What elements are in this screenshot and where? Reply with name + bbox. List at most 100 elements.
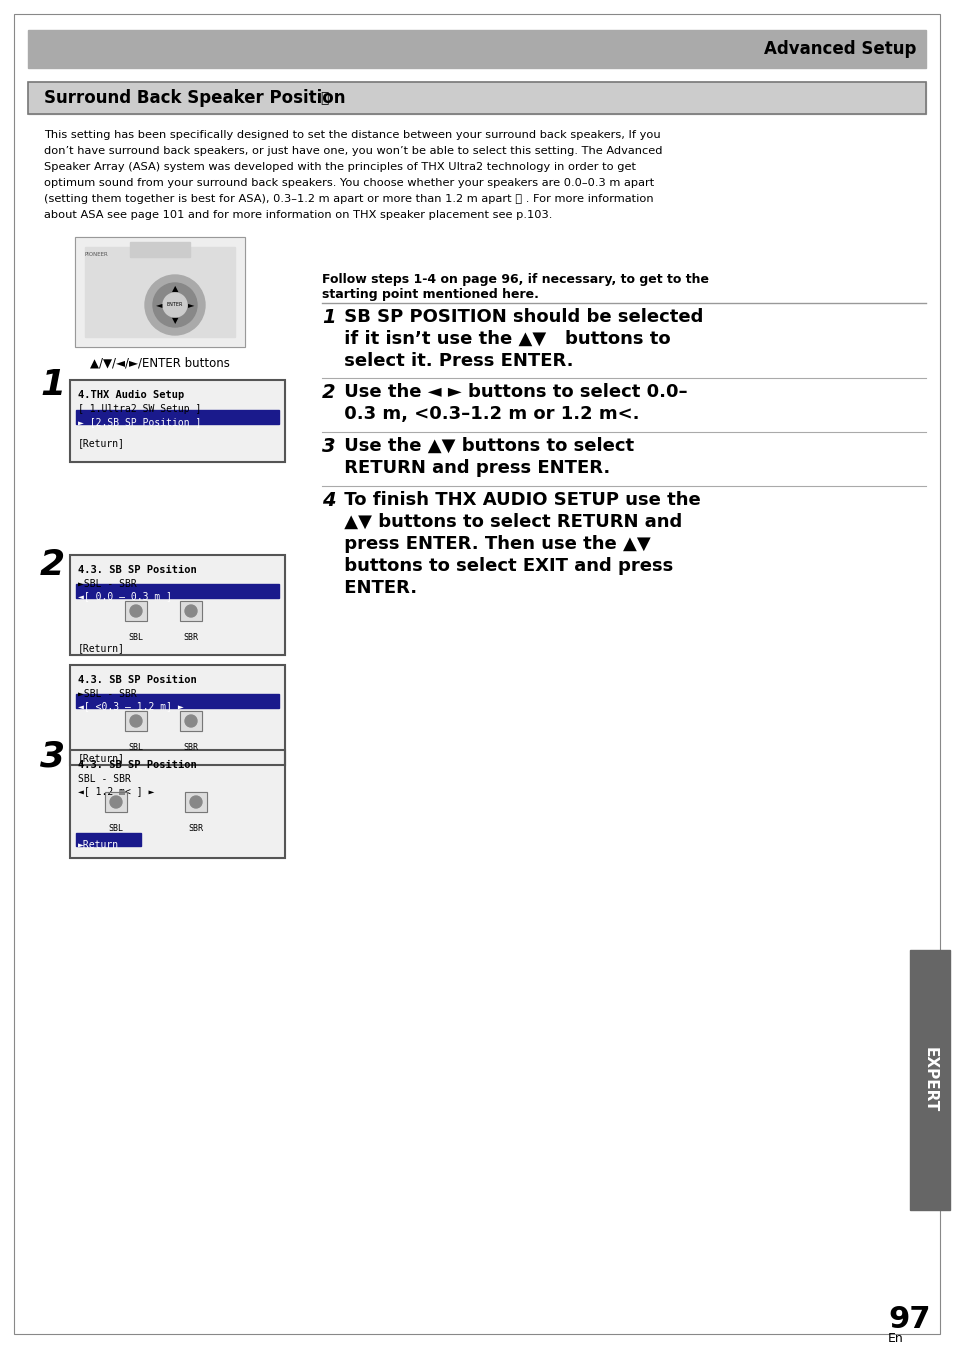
Circle shape [130, 714, 142, 727]
Text: 4: 4 [322, 491, 335, 510]
Text: Speaker Array (ASA) system was developed with the principles of THX Ultra2 techn: Speaker Array (ASA) system was developed… [44, 162, 636, 173]
Circle shape [145, 275, 205, 336]
Circle shape [190, 797, 202, 807]
Text: [Return]: [Return] [78, 438, 125, 448]
Text: ◄: ◄ [155, 301, 162, 310]
Text: 4.THX Audio Setup: 4.THX Audio Setup [78, 390, 184, 400]
Text: ENTER.: ENTER. [337, 580, 416, 597]
Bar [76, 694, 278, 708]
Text: ⓔ: ⓔ [319, 92, 328, 105]
Text: buttons to select EXIT and press: buttons to select EXIT and press [337, 557, 673, 576]
Bar [185, 793, 207, 811]
Text: 2: 2 [322, 383, 335, 402]
Text: ▲/▼/◄/►/ENTER buttons: ▲/▼/◄/►/ENTER buttons [90, 357, 230, 369]
Bar [180, 710, 202, 731]
Text: 4.3. SB SP Position: 4.3. SB SP Position [78, 760, 196, 770]
Text: SBL - SBR: SBL - SBR [78, 774, 131, 785]
Bar [70, 380, 285, 462]
Text: starting point mentioned here.: starting point mentioned here. [322, 288, 538, 301]
Circle shape [163, 293, 187, 317]
Bar [180, 710, 202, 731]
Bar [28, 82, 925, 115]
Text: Advanced Setup: Advanced Setup [762, 40, 915, 58]
Text: ◄[ 1.2 m< ] ►: ◄[ 1.2 m< ] ► [78, 786, 154, 797]
Bar [130, 243, 190, 257]
Bar [180, 601, 202, 621]
Bar [70, 665, 285, 766]
Bar [70, 665, 285, 766]
Text: Use the ◄ ► buttons to select 0.0–: Use the ◄ ► buttons to select 0.0– [337, 383, 687, 400]
Text: ENTER: ENTER [167, 302, 183, 307]
Text: EXPERT: EXPERT [922, 1047, 937, 1112]
Text: 3: 3 [322, 437, 335, 456]
Text: 0.3 m, <0.3–1.2 m or 1.2 m<.: 0.3 m, <0.3–1.2 m or 1.2 m<. [337, 404, 639, 423]
Bar [125, 710, 147, 731]
Bar [125, 601, 147, 621]
Text: [Return]: [Return] [78, 643, 125, 652]
Text: SBR: SBR [183, 743, 198, 752]
Text: (setting them together is best for ASA), 0.3–1.2 m apart or more than 1.2 m apar: (setting them together is best for ASA),… [44, 194, 653, 204]
Text: PIONEER: PIONEER [85, 252, 109, 257]
Bar [70, 380, 285, 462]
Bar [28, 30, 925, 67]
Bar [76, 833, 141, 847]
Text: SBL: SBL [109, 824, 123, 833]
Text: SBL: SBL [129, 743, 143, 752]
Circle shape [110, 797, 122, 807]
Text: ►SBL - SBR: ►SBL - SBR [78, 689, 136, 700]
Text: ◄[ <0.3 – 1.2 m] ►: ◄[ <0.3 – 1.2 m] ► [78, 701, 184, 710]
Bar [105, 793, 127, 811]
Bar [85, 247, 234, 337]
Text: select it. Press ENTER.: select it. Press ENTER. [337, 352, 573, 369]
Bar [76, 584, 278, 599]
Bar [185, 793, 207, 811]
Text: Surround Back Speaker Position: Surround Back Speaker Position [44, 89, 345, 106]
Bar [125, 710, 147, 731]
Text: 1: 1 [40, 368, 65, 402]
Text: ►Return: ►Return [78, 840, 119, 851]
Text: SB SP POSITION should be selected: SB SP POSITION should be selected [337, 307, 702, 326]
Text: Use the ▲▼ buttons to select: Use the ▲▼ buttons to select [337, 437, 634, 456]
Bar [70, 555, 285, 655]
Circle shape [130, 605, 142, 617]
Text: 2: 2 [40, 549, 65, 582]
Text: optimum sound from your surround back speakers. You choose whether your speakers: optimum sound from your surround back sp… [44, 178, 654, 187]
Bar [909, 950, 949, 1211]
Text: about ASA see page 101 and for more information on THX speaker placement see p.1: about ASA see page 101 and for more info… [44, 210, 552, 220]
Circle shape [185, 714, 196, 727]
Text: ▲: ▲ [172, 284, 178, 294]
Text: ► [2.SB SP Position ]: ► [2.SB SP Position ] [78, 417, 201, 427]
Text: SBL: SBL [129, 634, 143, 642]
Bar [75, 237, 245, 346]
Bar [105, 793, 127, 811]
Text: [ 1.Ultra2 SW Setup ]: [ 1.Ultra2 SW Setup ] [78, 404, 201, 414]
Circle shape [152, 283, 196, 328]
Text: [Return]: [Return] [78, 754, 125, 763]
Bar [70, 749, 285, 857]
Bar [70, 749, 285, 857]
Bar [76, 410, 278, 425]
Text: press ENTER. Then use the ▲▼: press ENTER. Then use the ▲▼ [337, 535, 650, 553]
Text: 4.3. SB SP Position: 4.3. SB SP Position [78, 675, 196, 685]
Text: ◄[ 0.0 – 0.3 m ]: ◄[ 0.0 – 0.3 m ] [78, 590, 172, 601]
Text: 97: 97 [887, 1305, 929, 1335]
Text: En: En [887, 1332, 902, 1345]
Text: ▲▼ buttons to select RETURN and: ▲▼ buttons to select RETURN and [337, 514, 681, 531]
Text: SBR: SBR [189, 824, 203, 833]
Text: To finish THX AUDIO SETUP use the: To finish THX AUDIO SETUP use the [337, 491, 700, 510]
Text: 4.3. SB SP Position: 4.3. SB SP Position [78, 565, 196, 576]
Bar [28, 82, 925, 115]
Bar [180, 601, 202, 621]
Text: don’t have surround back speakers, or just have one, you won’t be able to select: don’t have surround back speakers, or ju… [44, 146, 661, 156]
Text: if it isn’t use the ▲▼   buttons to: if it isn’t use the ▲▼ buttons to [337, 330, 670, 348]
Bar [125, 601, 147, 621]
Bar [75, 237, 245, 346]
Text: Follow steps 1-4 on page 96, if necessary, to get to the: Follow steps 1-4 on page 96, if necessar… [322, 274, 708, 286]
Circle shape [185, 605, 196, 617]
Text: ▼: ▼ [172, 317, 178, 325]
Text: 3: 3 [40, 740, 65, 774]
Bar [70, 555, 285, 655]
Text: SBR: SBR [183, 634, 198, 642]
Text: This setting has been specifically designed to set the distance between your sur: This setting has been specifically desig… [44, 129, 659, 140]
Text: ►: ► [188, 301, 194, 310]
